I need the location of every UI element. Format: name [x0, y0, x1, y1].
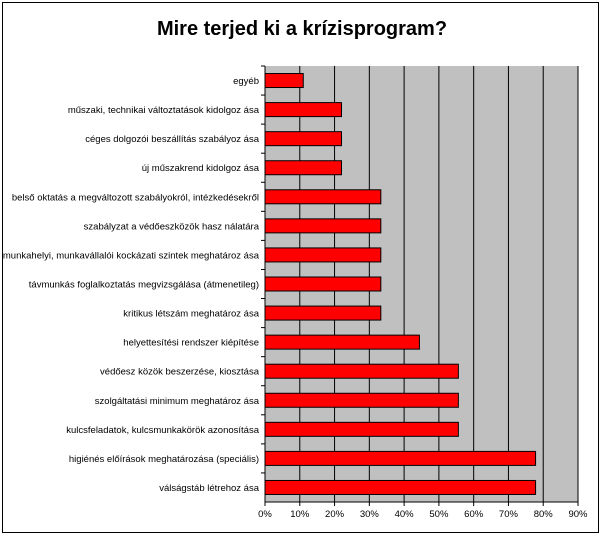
x-tick-label: 90% — [568, 509, 588, 520]
category-label: higiénés előírások meghatározása (speciá… — [69, 454, 259, 465]
x-tick-label: 10% — [290, 509, 310, 520]
bar — [264, 276, 382, 292]
category-labels: egyéb műszaki, technikai változtatások ki… — [3, 76, 260, 494]
bar — [264, 73, 304, 89]
category-label: szolgáltatási minimum meghatároz ása — [95, 396, 260, 407]
x-tick-label: 40% — [395, 509, 415, 520]
category-label: belső oktatás a megváltozott szabályokró… — [12, 192, 259, 203]
category-label: kritikus létszám meghatároz ása — [123, 309, 259, 320]
x-tick-label: 70% — [499, 509, 519, 520]
bar — [264, 218, 382, 234]
x-tick-label: 30% — [360, 509, 380, 520]
bars — [264, 73, 537, 495]
category-label: szabályzat a védőeszközök hasz nálatára — [84, 221, 260, 232]
category-label: céges dolgozói beszállítás szabályoz ása — [85, 134, 259, 145]
category-label: műszaki, technikai változtatások kidolgo… — [68, 105, 260, 116]
category-label: helyettesítési rendszer kiépítése — [123, 338, 259, 349]
x-tick-label: 50% — [429, 509, 449, 520]
category-label: távmunkás foglalkoztatás megvizsgálása (… — [29, 280, 259, 291]
bar — [264, 392, 459, 408]
bar — [264, 247, 382, 263]
x-tick-label: 60% — [464, 509, 484, 520]
category-label: munkahelyi, munkavállalói kockázati szin… — [3, 250, 260, 261]
x-tick-labels: 0% 10% 20% 30% 40% 50% 60% 70% 80% 90% — [258, 509, 588, 520]
chart-title: Mire terjed ki a krízisprogram? — [156, 18, 448, 40]
category-label: kulcsfeladatok, kulcsmunkakörök azonosít… — [66, 425, 259, 436]
bar — [264, 363, 459, 379]
category-label: új műszakrend kidolgoz ása — [142, 163, 260, 174]
x-tick-label: 20% — [325, 509, 345, 520]
bar — [264, 305, 382, 321]
bar — [264, 160, 343, 176]
bar — [264, 102, 343, 118]
bar — [264, 334, 420, 350]
x-tick-label: 0% — [258, 509, 272, 520]
bar — [264, 421, 459, 437]
bar — [264, 479, 537, 495]
category-label: védőesz közök beszerzése, kiosztása — [100, 367, 260, 378]
category-label: egyéb — [233, 76, 259, 87]
category-label: válságstáb létrehoz ása — [159, 483, 260, 494]
bar — [264, 189, 382, 205]
bar — [264, 450, 537, 466]
x-tick-label: 80% — [534, 509, 554, 520]
bar — [264, 131, 343, 147]
